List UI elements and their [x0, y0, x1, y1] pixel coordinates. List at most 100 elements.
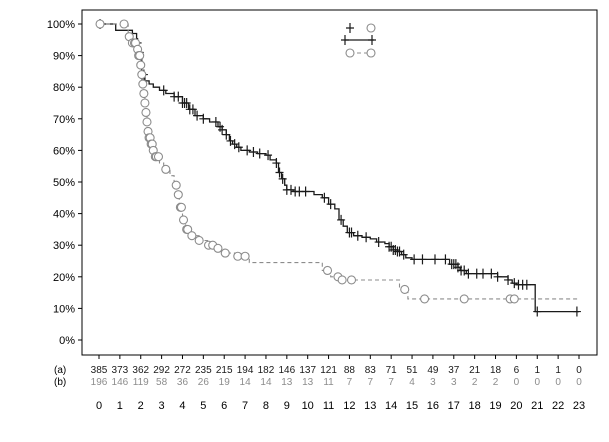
series-b-censor-mark	[322, 265, 333, 276]
at-risk-value: 0	[576, 377, 582, 388]
series-b-censor-mark	[140, 98, 150, 108]
series-a-censor-mark	[222, 129, 231, 140]
series-a-censor-mark	[410, 254, 419, 265]
series-a-censor-mark	[479, 268, 487, 279]
x-tick-label: 1	[117, 400, 123, 412]
at-risk-value: 0	[534, 377, 540, 388]
series-b-censor-mark	[142, 117, 152, 127]
series-a-censor-mark	[418, 254, 427, 265]
legend-line-a-start-mark	[341, 35, 349, 45]
at-risk-value: 1	[555, 365, 561, 376]
at-risk-value: 146	[112, 377, 129, 388]
series-b-censor-mark	[337, 275, 347, 285]
series-a-censor-mark	[174, 91, 183, 102]
series-a-censor-mark	[301, 186, 310, 197]
legend-circle-icon	[366, 23, 376, 33]
y-tick-label: 80%	[53, 82, 75, 94]
series-a-censor-mark	[395, 246, 404, 257]
series-b-censor-mark	[137, 70, 147, 80]
series-a-censor-mark	[234, 142, 243, 153]
series-a-line	[99, 23, 579, 313]
legend	[341, 23, 376, 58]
y-tick-label: 60%	[53, 145, 75, 157]
at-risk-value: 58	[156, 377, 168, 388]
x-tick-label: 2	[138, 400, 144, 412]
at-risk-value: 121	[320, 365, 337, 376]
at-risk-value: 194	[237, 365, 254, 376]
at-risk-value: 36	[177, 377, 189, 388]
at-risk-value: 196	[91, 377, 108, 388]
series-a-censor-mark	[275, 167, 284, 178]
at-risk-value: 146	[278, 365, 295, 376]
x-tick-label: 19	[489, 400, 501, 412]
x-tick-label: 22	[552, 400, 564, 412]
series-b-censor-mark	[171, 180, 181, 190]
at-risk-value: 7	[368, 377, 374, 388]
at-risk-value: 13	[281, 377, 293, 388]
at-risk-value: 292	[153, 365, 170, 376]
legend-line-b-end-mark	[366, 48, 376, 58]
x-tick-label: 15	[406, 400, 418, 412]
series-b-censor-mark	[459, 294, 469, 304]
series-b-censor-mark	[194, 235, 204, 246]
at-risk-value: 88	[344, 365, 356, 376]
at-risk-value: 215	[216, 365, 233, 376]
y-tick-label: 70%	[53, 114, 75, 126]
plot-frame	[81, 9, 598, 356]
series-b-censor-mark	[346, 275, 357, 285]
at-risk-value: 11	[323, 377, 334, 388]
series-a-censor-mark	[399, 249, 408, 260]
series-a-censor-mark	[431, 254, 439, 265]
x-tick-label: 11	[323, 400, 334, 412]
x-tick-label: 21	[531, 400, 543, 412]
y-tick-label: 10%	[53, 303, 75, 315]
x-tick-label: 18	[469, 400, 481, 412]
series-b-censor-mark	[119, 19, 129, 29]
series-a-censor-mark	[353, 230, 362, 241]
y-tick-label: 0%	[59, 335, 75, 347]
at-risk-value: 13	[302, 377, 314, 388]
series-a-censor-mark	[226, 135, 235, 146]
series-b-censor-mark	[213, 243, 223, 253]
series-a-censor-mark	[487, 268, 496, 279]
x-tick-label: 20	[510, 400, 522, 412]
at-risk-table: (a) 385 373 362 292 272 235 215 194 182 146 137 121 8…	[54, 365, 582, 388]
at-risk-value: 51	[406, 365, 418, 376]
at-risk-value: 14	[260, 377, 272, 388]
series-a-censor-mark	[272, 158, 281, 169]
series-a-censor-mark	[193, 110, 202, 121]
series-layer	[95, 19, 581, 317]
legend-line-b-start-mark	[345, 48, 355, 58]
series-a-censor-mark	[264, 150, 273, 161]
series-a-censor-mark	[504, 274, 513, 285]
at-risk-value: 373	[112, 365, 129, 376]
x-tick-label: 9	[284, 400, 290, 412]
series-b-censor-mark	[400, 284, 410, 294]
series-a-censor-mark	[326, 199, 335, 210]
y-tick-label: 100%	[47, 19, 75, 31]
series-a-censor-mark	[230, 139, 239, 150]
y-axis: 0% 10% 20% 30% 40% 50% 60% 70% 80% 90% 100%	[47, 19, 82, 347]
x-tick-label: 7	[242, 400, 248, 412]
series-a-censor-mark	[510, 278, 519, 289]
series-b-censor-mark	[139, 88, 149, 99]
x-tick-label: 14	[385, 400, 397, 412]
series-a-censor-mark	[572, 306, 581, 317]
x-tick-label: 12	[343, 400, 355, 412]
series-b-censor-mark	[136, 60, 146, 70]
series-b-censor-mark	[420, 294, 430, 304]
y-tick-label: 20%	[53, 272, 75, 284]
series-b-censor-mark	[220, 248, 230, 258]
series-a-censor-mark	[182, 98, 191, 108]
series-a-censor-mark	[211, 116, 220, 127]
x-tick-label: 5	[200, 400, 206, 412]
at-risk-value: 385	[91, 365, 108, 376]
x-tick-label: 23	[573, 400, 585, 412]
at-risk-value: 6	[514, 365, 520, 376]
series-b-censor-mark	[138, 79, 148, 89]
series-b-censor-mark	[509, 294, 519, 304]
at-risk-value: 7	[388, 377, 394, 388]
x-tick-label: 3	[159, 400, 165, 412]
at-risk-value: 182	[258, 365, 275, 376]
at-risk-value: 19	[219, 377, 231, 388]
